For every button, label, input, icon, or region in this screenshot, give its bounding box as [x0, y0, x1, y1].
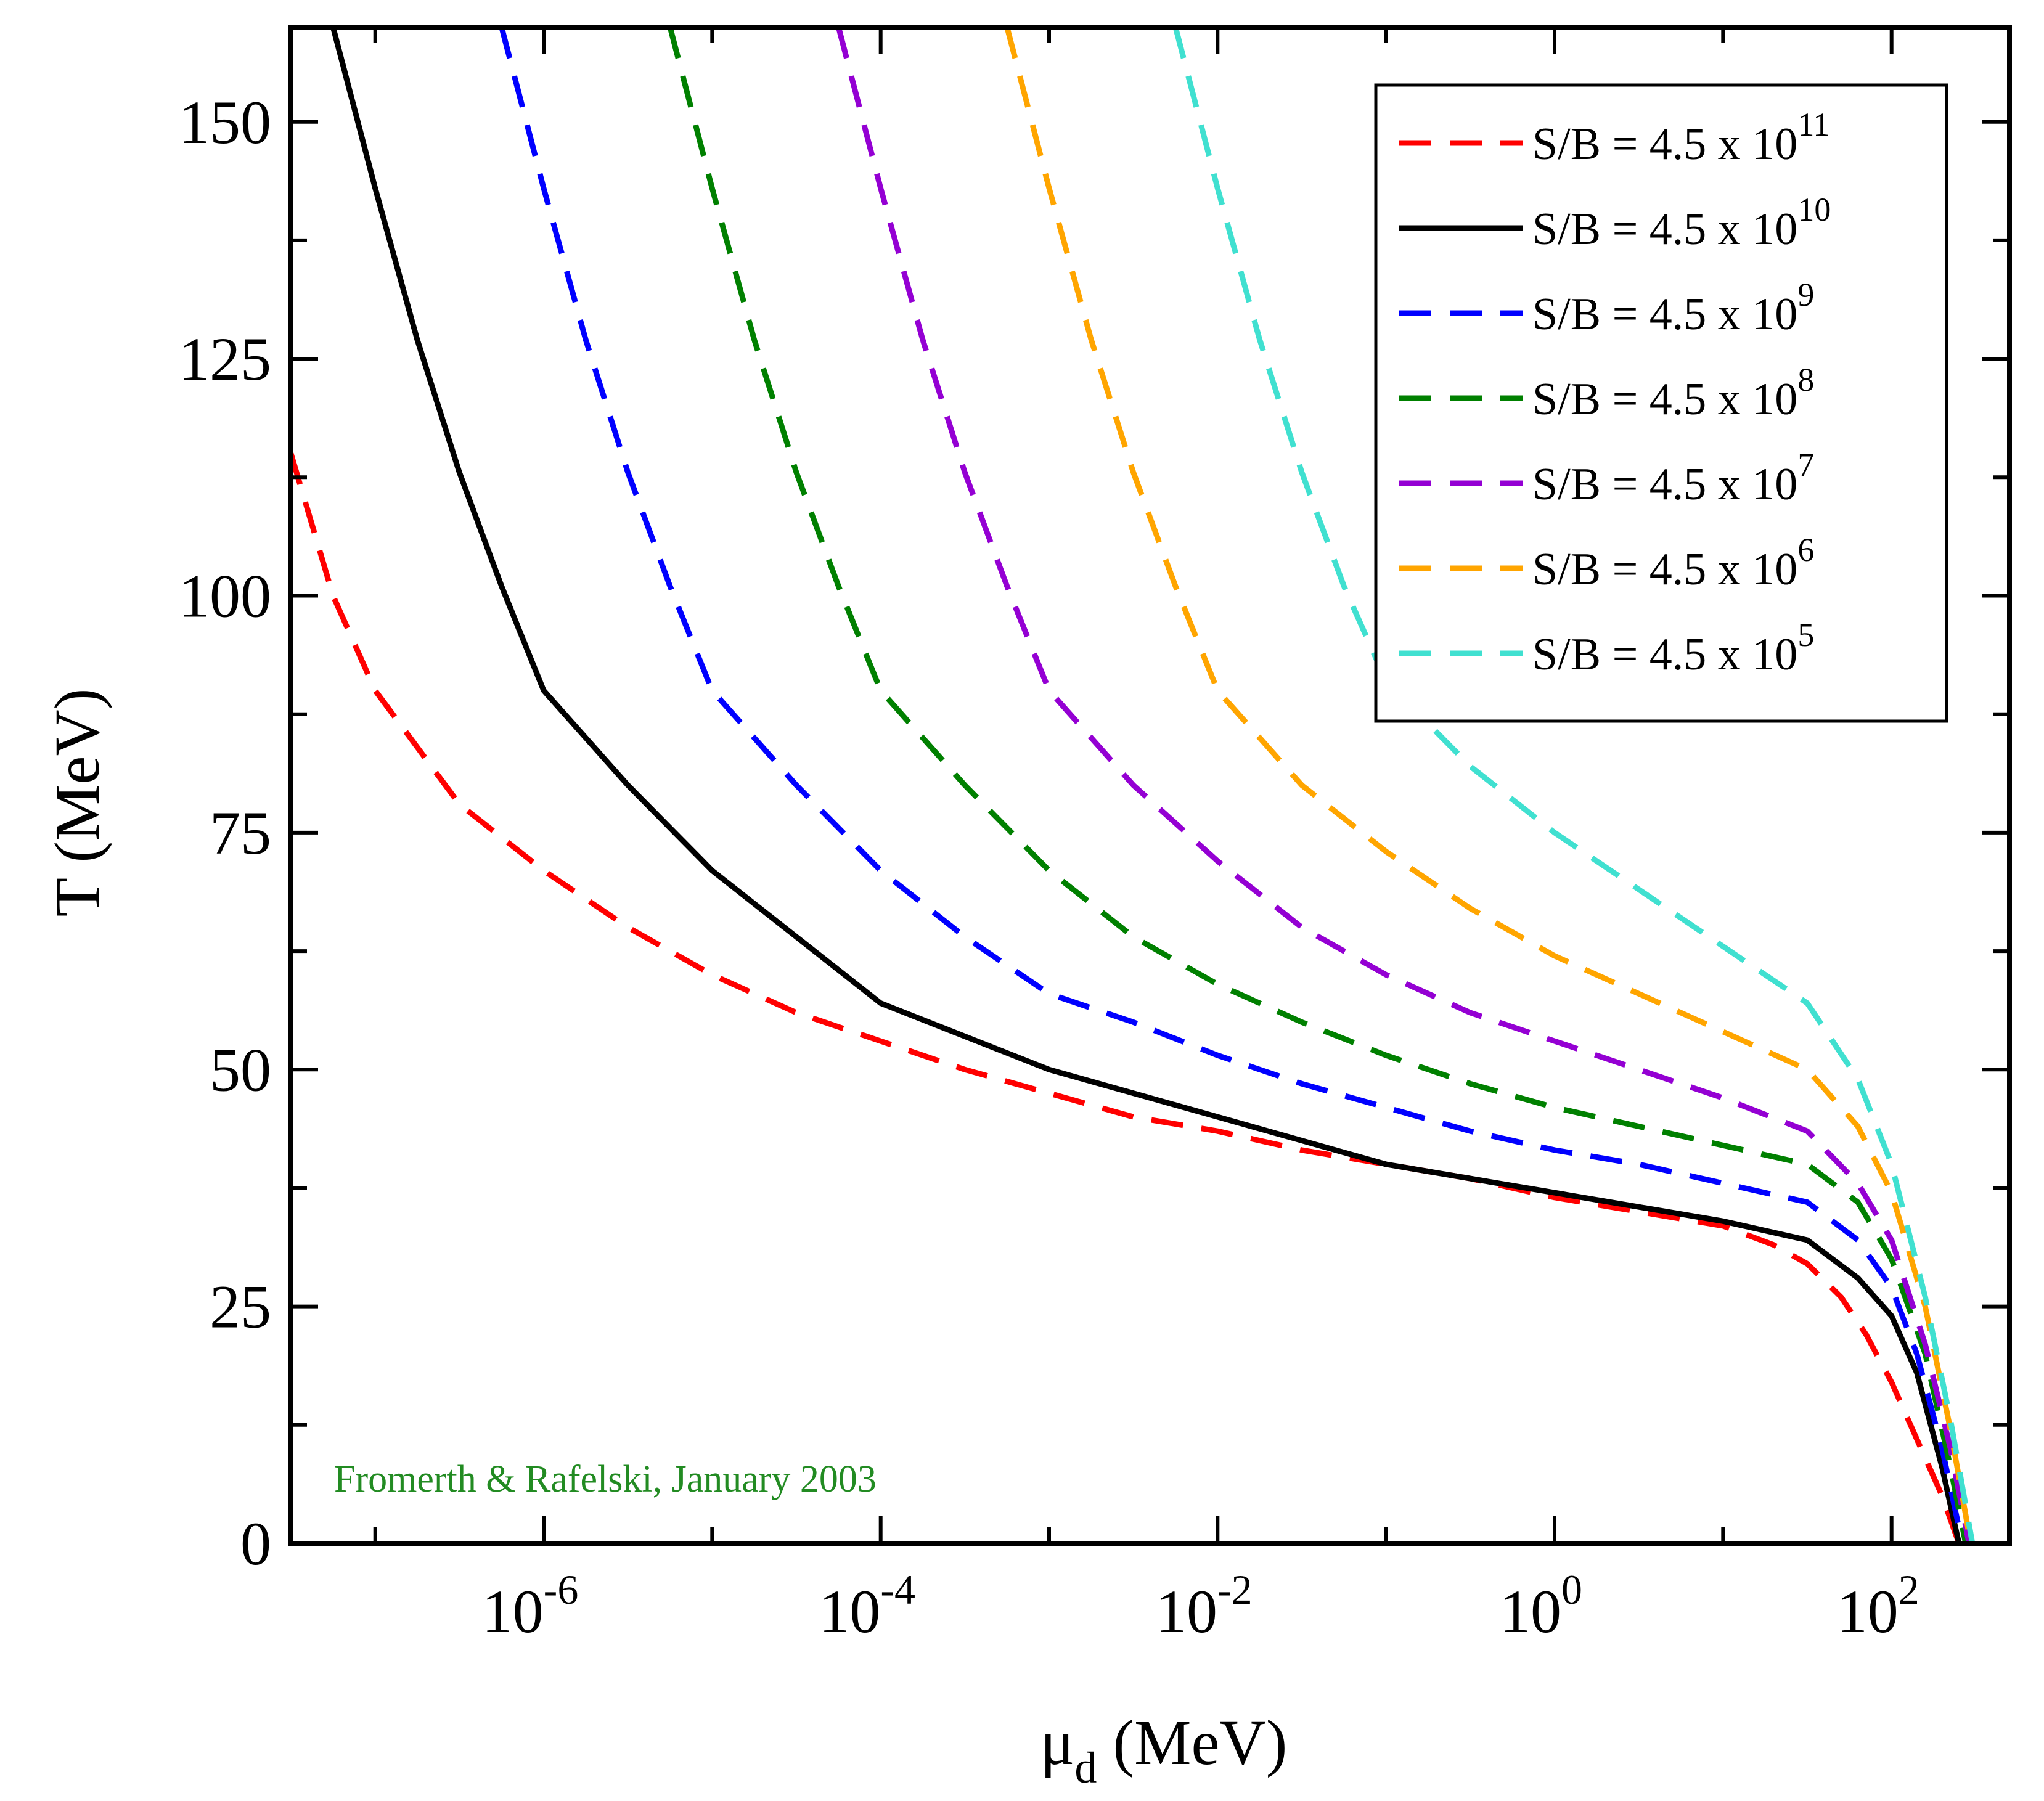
annotation-credit: Fromerth & Rafelski, January 2003 — [334, 1458, 877, 1500]
legend-label-exponent: 8 — [1797, 361, 1814, 398]
legend-label-prefix: S/B = 4.5 x 10 — [1532, 544, 1797, 595]
series-line-sb-7 — [835, 27, 1972, 1543]
x-tick-label: 10-6 — [482, 1566, 579, 1646]
x-tick-label-base: 10 — [1156, 1577, 1217, 1646]
series-line-sb-11 — [291, 452, 1962, 1543]
x-tick-label-exponent: 2 — [1899, 1566, 1919, 1613]
x-axis-label-unit: (MeV) — [1097, 1707, 1287, 1778]
legend-label-exponent: 6 — [1797, 531, 1814, 568]
legend-label-sb-7: S/B = 4.5 x 107 — [1532, 446, 1814, 510]
y-tick-label: 100 — [179, 562, 271, 631]
legend-label-prefix: S/B = 4.5 x 10 — [1532, 119, 1797, 169]
plot-frame — [288, 25, 2012, 1546]
legend-label-exponent: 9 — [1797, 276, 1814, 313]
x-tick-label-base: 10 — [1837, 1577, 1899, 1646]
x-tick-label: 10-4 — [819, 1566, 915, 1646]
series-line-sb-5 — [1172, 27, 1976, 1543]
legend-label-sb-8: S/B = 4.5 x 108 — [1532, 361, 1814, 425]
legend-label-exponent: 7 — [1797, 446, 1814, 483]
legend-label-exponent: 11 — [1797, 106, 1829, 143]
series-line-sb-8 — [667, 27, 1969, 1543]
y-tick-label: 125 — [179, 325, 271, 393]
x-tick-label-exponent: -6 — [544, 1566, 579, 1613]
y-tick-label: 50 — [210, 1035, 271, 1104]
x-axis-label-subscript: d — [1074, 1743, 1097, 1792]
x-tick-label-base: 10 — [482, 1577, 544, 1646]
legend-label-sb-11: S/B = 4.5 x 1011 — [1532, 106, 1829, 169]
x-tick-label-base: 10 — [819, 1577, 880, 1646]
y-tick-label: 150 — [179, 88, 271, 157]
series-line-sb-10 — [330, 27, 1962, 1543]
x-tick-label-exponent: -4 — [880, 1566, 915, 1613]
legend-label-prefix: S/B = 4.5 x 10 — [1532, 629, 1797, 680]
x-tick-label: 10-2 — [1156, 1566, 1253, 1646]
legend-label-prefix: S/B = 4.5 x 10 — [1532, 289, 1797, 340]
legend-label-sb-9: S/B = 4.5 x 109 — [1532, 276, 1814, 340]
y-tick-label: 0 — [240, 1509, 271, 1578]
legend-label-exponent: 5 — [1797, 616, 1814, 653]
legend-label-sb-5: S/B = 4.5 x 105 — [1532, 616, 1814, 680]
x-tick-label: 102 — [1837, 1566, 1919, 1646]
series-line-sb-9 — [499, 27, 1965, 1543]
x-tick-label-exponent: 0 — [1561, 1566, 1582, 1613]
x-tick-label-base: 10 — [1500, 1577, 1561, 1646]
x-axis-label-main: μ — [1040, 1707, 1075, 1778]
y-tick-label: 75 — [210, 799, 271, 867]
y-tick-label: 25 — [210, 1273, 271, 1341]
x-tick-label: 100 — [1500, 1566, 1582, 1646]
legend-label-prefix: S/B = 4.5 x 10 — [1532, 204, 1797, 255]
legend-label-sb-6: S/B = 4.5 x 106 — [1532, 531, 1814, 595]
legend-label-exponent: 10 — [1797, 191, 1831, 228]
x-tick-label-exponent: -2 — [1217, 1566, 1253, 1613]
legend-label-sb-10: S/B = 4.5 x 1010 — [1532, 191, 1831, 255]
legend-label-prefix: S/B = 4.5 x 10 — [1532, 374, 1797, 425]
series-layer — [291, 27, 1976, 1543]
x-axis-label: μd (MeV) — [1040, 1707, 1288, 1792]
legend-box — [1374, 83, 1948, 723]
series-line-sb-6 — [1004, 27, 1974, 1543]
y-axis-label: T (MeV) — [42, 688, 113, 917]
legend-label-prefix: S/B = 4.5 x 10 — [1532, 459, 1797, 510]
